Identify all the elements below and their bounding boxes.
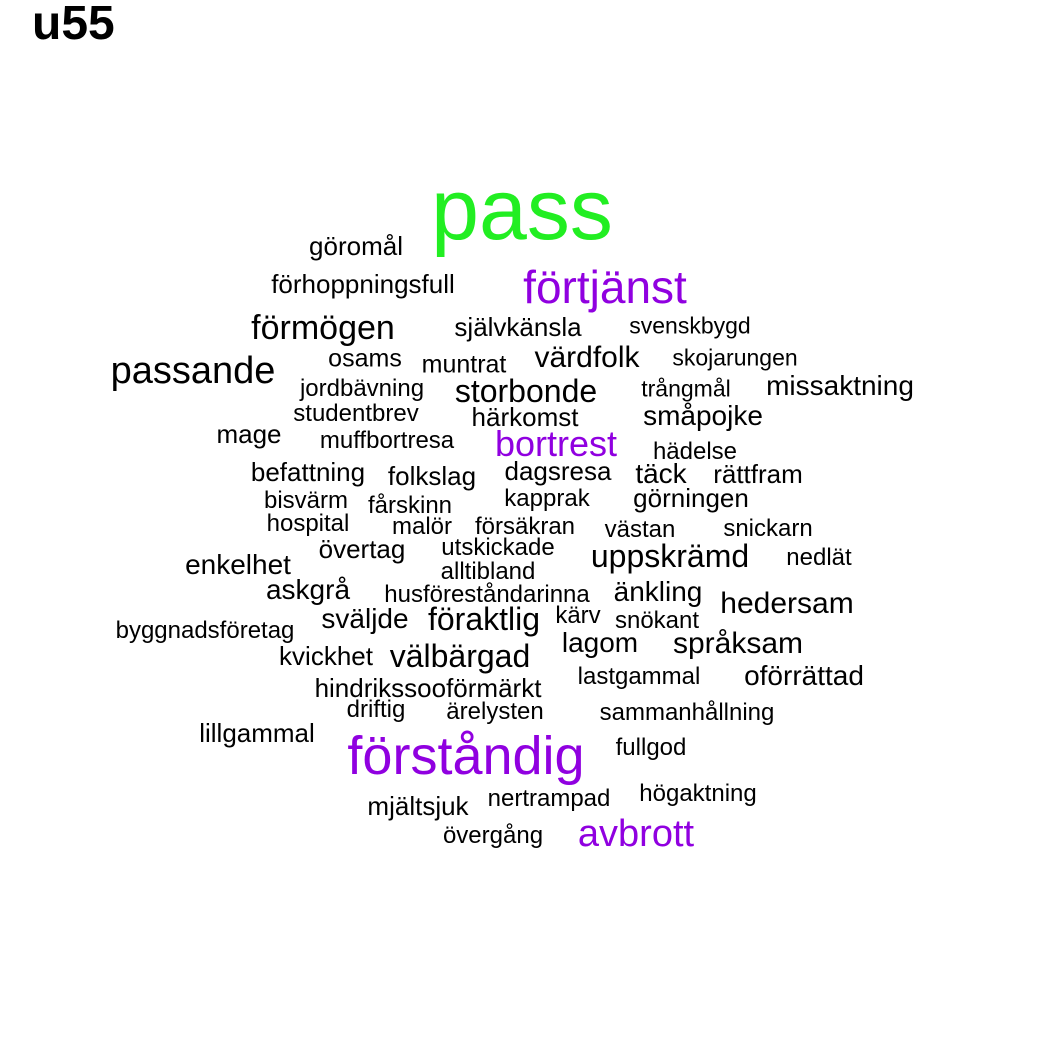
cloud-word: pass	[431, 162, 613, 258]
cloud-word: västan	[604, 516, 676, 543]
cloud-word: värdfolk	[534, 341, 640, 374]
cloud-word: byggnadsföretag	[115, 617, 295, 644]
cloud-word: rättfram	[713, 459, 803, 489]
cloud-word: ärelysten	[446, 698, 544, 725]
cloud-word: snökant	[614, 607, 700, 634]
cloud-word: fullgod	[615, 734, 687, 761]
cloud-word: storbonde	[454, 373, 598, 409]
cloud-word: lastgammal	[577, 663, 701, 690]
cloud-word: oförrättad	[744, 660, 864, 691]
cloud-word: befattning	[250, 457, 366, 487]
cloud-word: lagom	[561, 627, 639, 658]
cloud-word: enkelhet	[185, 549, 291, 580]
cloud-word: folkslag	[387, 461, 477, 491]
cloud-word: jordbävning	[299, 375, 425, 402]
cloud-word: lillgammal	[199, 718, 315, 748]
cloud-word: askgrå	[265, 574, 351, 605]
cloud-word: välbärgad	[389, 638, 531, 674]
cloud-word: svenskbygd	[629, 312, 751, 339]
cloud-word: kvickhet	[279, 641, 373, 671]
cloud-word: mage	[216, 419, 282, 449]
cloud-word: dagsresa	[504, 456, 612, 486]
cloud-word: hospital	[266, 510, 350, 537]
cloud-word: utskickade	[441, 534, 555, 561]
cloud-word: driftig	[346, 696, 406, 723]
cloud-word: snickarn	[723, 515, 813, 542]
cloud-word: muffbortresa	[319, 427, 455, 454]
cloud-word: muntrat	[421, 350, 507, 379]
cloud-word: småpojke	[643, 400, 763, 431]
cloud-word: bortrest	[494, 423, 618, 464]
cloud-word: förhoppningsfull	[271, 269, 455, 299]
cloud-word: övergång	[442, 822, 544, 849]
cloud-word: hedersam	[720, 587, 854, 620]
cloud-word: passande	[110, 350, 276, 392]
cloud-word: studentbrev	[293, 400, 419, 427]
cloud-word: missaktning	[766, 370, 914, 401]
cloud-word: görningen	[633, 483, 749, 513]
cloud-word: försäkran	[474, 513, 576, 540]
page-title: u55	[32, 0, 115, 50]
cloud-word: uppskrämd	[590, 538, 750, 574]
cloud-word: föraktlig	[427, 601, 541, 637]
cloud-word: kärv	[555, 602, 601, 629]
cloud-word: härkomst	[471, 402, 579, 432]
cloud-word: språksam	[672, 627, 804, 660]
cloud-word: förtjänst	[523, 261, 687, 313]
cloud-word: husföreståndarinna	[384, 581, 590, 608]
cloud-word: osams	[328, 344, 402, 373]
cloud-word: avbrott	[577, 813, 695, 855]
cloud-word: skojarungen	[672, 344, 798, 371]
cloud-word: mjältsjuk	[367, 791, 469, 821]
cloud-word: nertrampad	[487, 785, 611, 812]
cloud-word: änkling	[613, 576, 703, 607]
cloud-word: täck	[635, 458, 687, 489]
cloud-word: malör	[391, 513, 453, 540]
cloud-word: förmögen	[251, 309, 395, 347]
cloud-word: självkänsla	[454, 312, 582, 342]
cloud-word: hindrikssooförmärkt	[314, 673, 542, 703]
cloud-word: förståndig	[347, 726, 585, 786]
cloud-word: högaktning	[639, 780, 757, 807]
cloud-word: kapprak	[504, 485, 590, 512]
cloud-word: bisvärm	[263, 487, 349, 514]
cloud-word: övertag	[318, 534, 406, 564]
cloud-word: sammanhållning	[599, 699, 775, 726]
cloud-word: göromål	[309, 231, 403, 261]
cloud-word: trångmål	[641, 375, 731, 402]
cloud-word: nedlät	[786, 544, 852, 571]
cloud-word: fårskinn	[367, 492, 453, 519]
cloud-word: sväljde	[321, 603, 409, 634]
cloud-word: hädelse	[652, 438, 738, 465]
cloud-word: alltibland	[440, 558, 536, 585]
